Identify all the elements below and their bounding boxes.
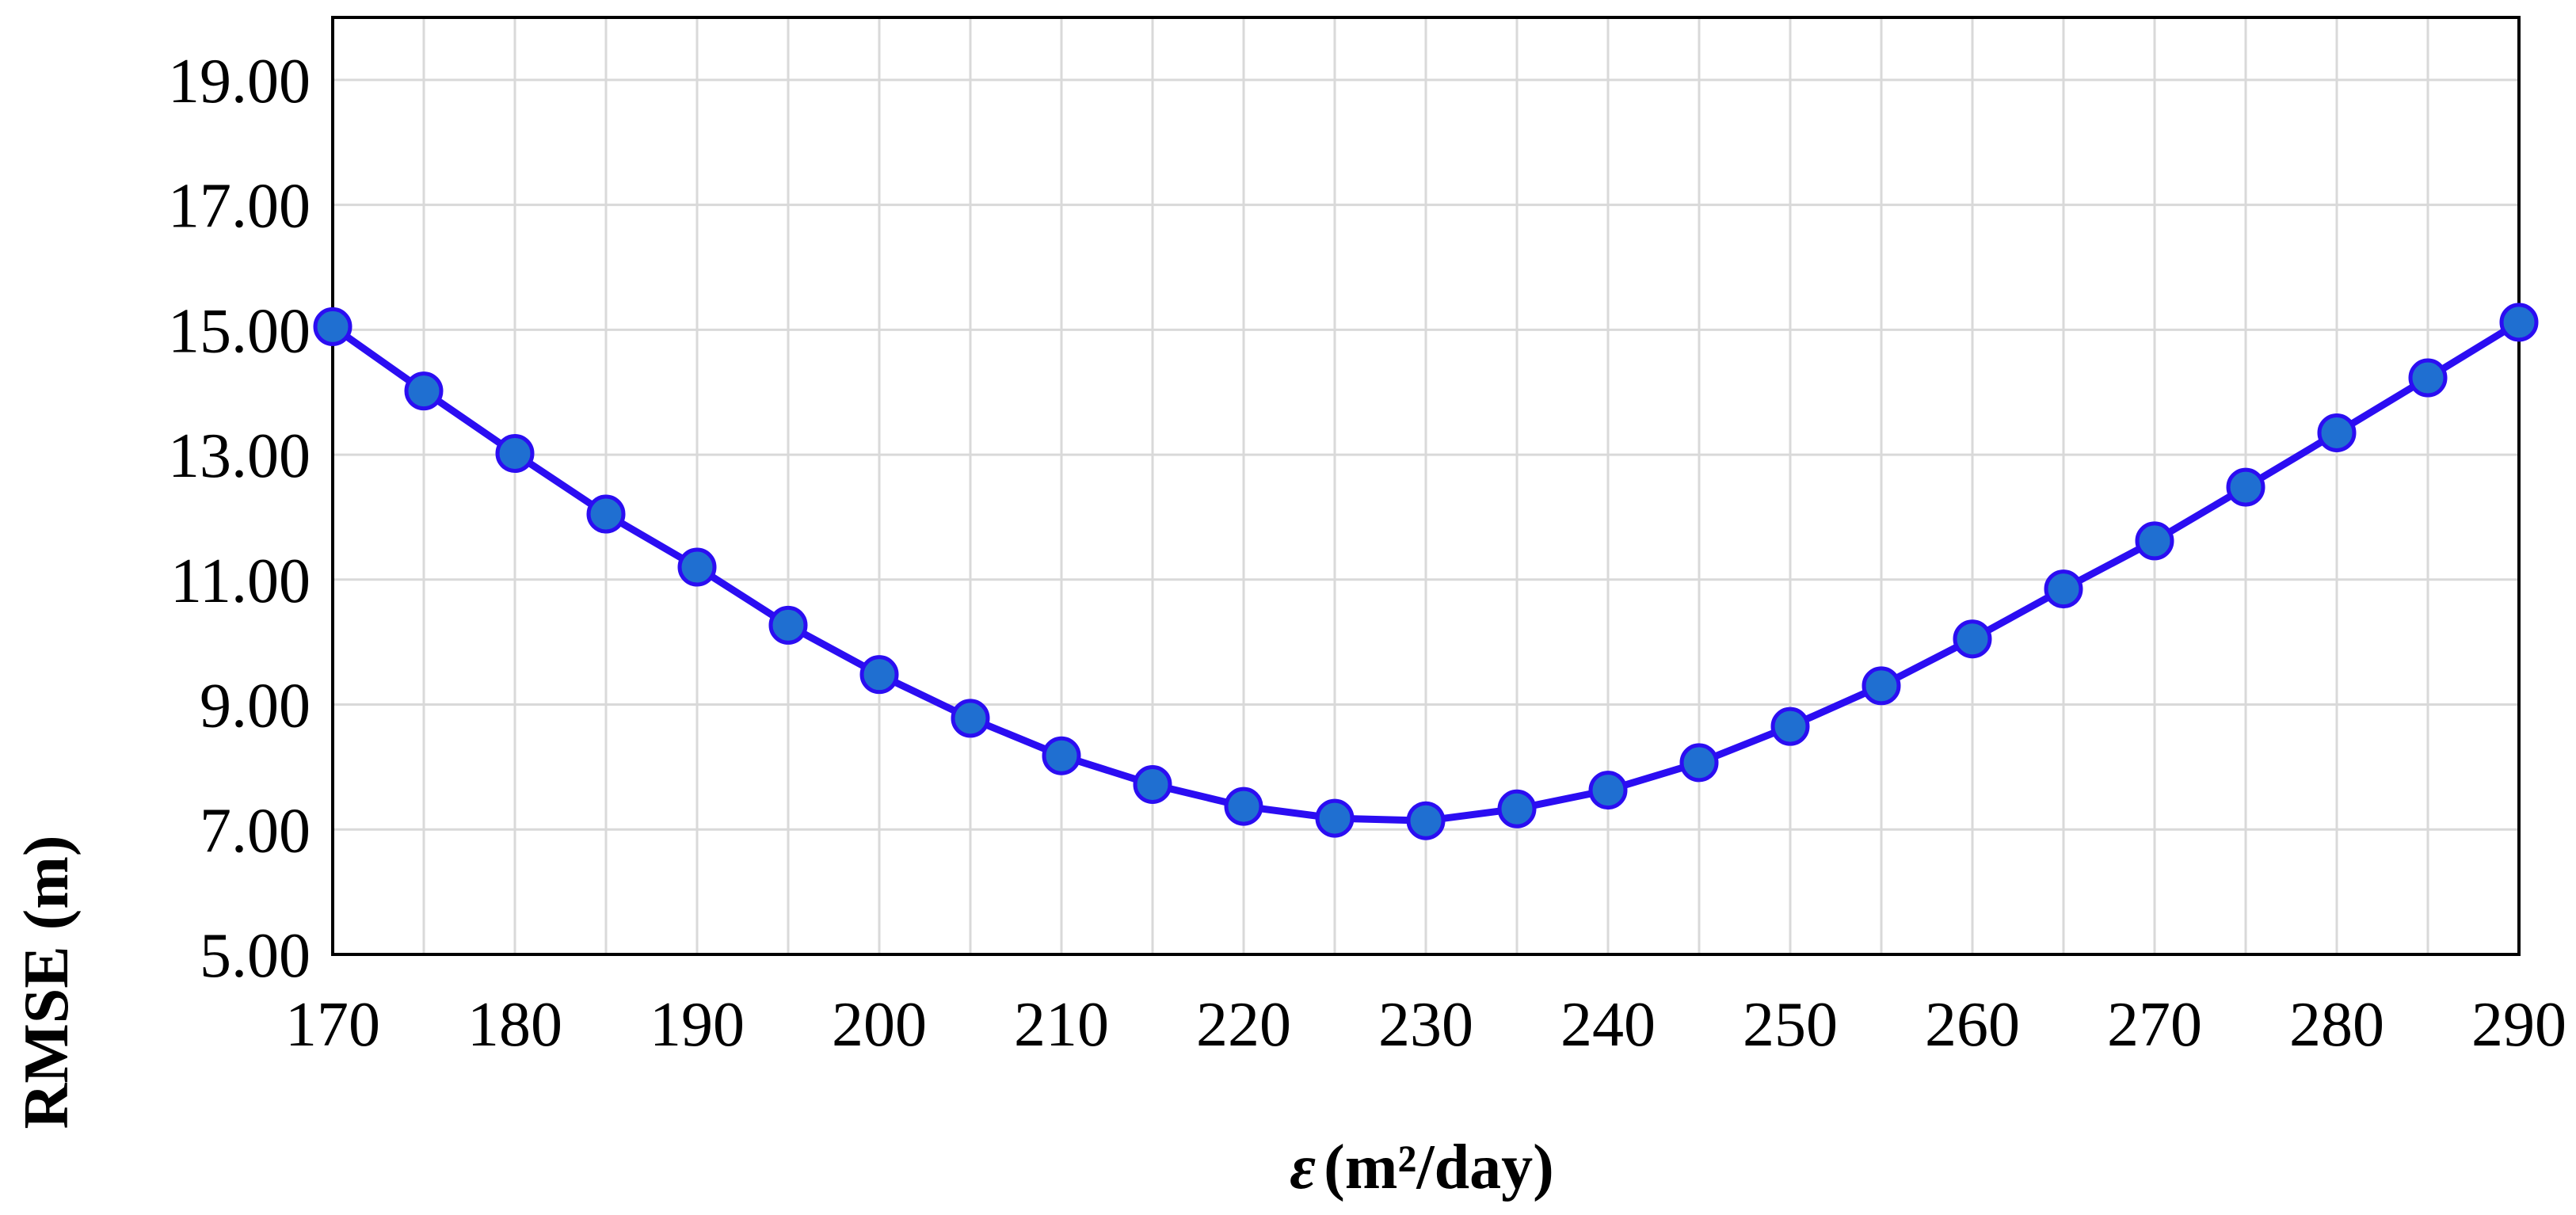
x-axis-tick-labels: 170 180 190 200 210 220 230 240 250 260 270 280 290 [285, 990, 2566, 1060]
x-tick-label: 250 [1743, 990, 1838, 1060]
data-point [951, 699, 990, 738]
series-layer [313, 303, 2539, 840]
x-tick-label: 220 [1196, 990, 1291, 1060]
y-tick-label: 5.00 [200, 921, 311, 991]
x-tick-label: 260 [1925, 990, 2020, 1060]
x-tick-label: 230 [1378, 990, 1473, 1060]
data-point [1679, 743, 1719, 783]
x-tick-label: 190 [650, 990, 745, 1060]
data-point [2226, 467, 2265, 507]
data-point [768, 605, 808, 645]
y-tick-label: 19.00 [168, 47, 311, 116]
epsilon-symbol: ε [1290, 1133, 1316, 1202]
y-axis-tick-labels: 5.00 7.00 9.00 11.00 13.00 15.00 17.00 19.00 [168, 47, 311, 991]
x-tick-label: 240 [1560, 990, 1656, 1060]
data-point [1862, 666, 1901, 706]
y-axis-title: RMSE (m) [12, 835, 82, 1129]
x-tick-label: 270 [2107, 990, 2202, 1060]
x-tick-label: 210 [1014, 990, 1109, 1060]
data-point [2135, 521, 2174, 561]
data-point [313, 307, 352, 346]
plot-area-frame [331, 16, 2521, 956]
data-point [1133, 764, 1172, 804]
x-tick-label: 280 [2289, 990, 2384, 1060]
data-point [1224, 787, 1263, 826]
y-tick-label: 15.00 [168, 296, 311, 366]
x-tick-label: 180 [467, 990, 562, 1060]
data-point [2044, 569, 2083, 609]
data-point [1497, 789, 1537, 828]
data-point [1406, 801, 1446, 840]
data-point [1588, 771, 1628, 810]
x-tick-label: 170 [285, 990, 380, 1060]
x-tick-label: 200 [832, 990, 927, 1060]
x-axis-title: ε (m²/day) [1290, 1133, 1553, 1202]
y-tick-label: 11.00 [170, 547, 311, 616]
data-point [859, 655, 899, 695]
y-tick-label: 13.00 [168, 421, 311, 491]
data-point [1042, 736, 1081, 775]
data-point [495, 433, 535, 473]
x-tick-label: 290 [2471, 990, 2566, 1060]
data-point [2499, 303, 2539, 342]
x-axis-unit: (m²/day) [1324, 1133, 1554, 1202]
y-tick-label: 17.00 [168, 172, 311, 242]
data-point [2408, 358, 2448, 398]
data-point [1953, 619, 1992, 659]
data-point [2317, 413, 2357, 452]
y-tick-label: 9.00 [200, 672, 311, 741]
data-point [1770, 707, 1810, 746]
data-point [1315, 798, 1355, 838]
data-point [404, 371, 444, 411]
data-point [586, 494, 626, 534]
y-tick-label: 7.00 [200, 796, 311, 866]
data-point [677, 547, 717, 587]
